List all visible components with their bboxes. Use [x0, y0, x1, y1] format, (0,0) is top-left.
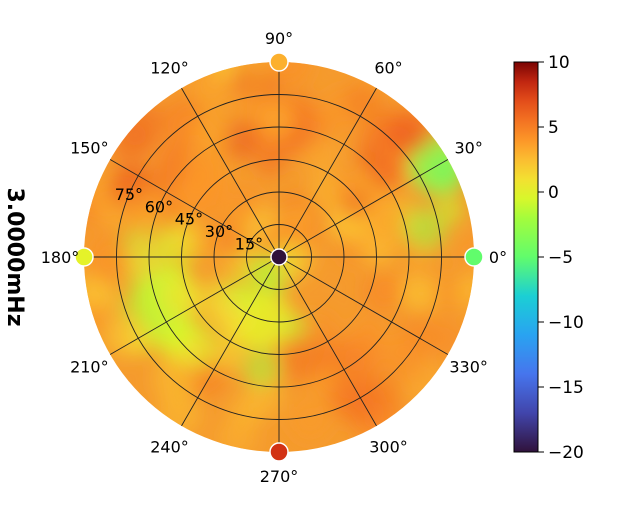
colorbar-tick-label: −15	[548, 378, 584, 398]
heatmap-cell	[243, 375, 284, 417]
theta-tick-label: 270°	[260, 467, 299, 486]
heatmap-cell	[344, 81, 385, 122]
heatmap-cell	[209, 62, 239, 80]
theta-tick-label: 180°	[41, 248, 80, 267]
theta-grid-line	[109, 256, 280, 355]
theta-grid-line	[278, 87, 377, 258]
theta-tick-label: 300°	[369, 438, 408, 457]
edge-marker	[269, 52, 289, 72]
theta-tick-label: 210°	[70, 358, 109, 377]
heatmap-cell	[362, 270, 404, 313]
radial-tick-label: 45°	[175, 210, 203, 229]
heatmap-cell	[208, 294, 248, 333]
heatmap-cell	[211, 335, 247, 371]
heatmap-cell	[180, 335, 211, 366]
colorbar-tick-label: 0	[548, 183, 559, 203]
heatmap-cell	[104, 314, 147, 358]
heatmap-cell	[343, 329, 388, 374]
edge-marker	[270, 248, 288, 266]
radial-tick-label: 75°	[115, 185, 143, 204]
heatmap-cell	[190, 71, 230, 110]
heatmap-cell	[279, 336, 326, 383]
heatmap-cell	[272, 238, 314, 280]
heatmap-cell	[265, 103, 297, 134]
heatmap-cell	[308, 172, 347, 211]
heatmap-cell	[113, 169, 144, 200]
theta-grid-line	[109, 159, 280, 258]
radial-tick-label: 60°	[145, 197, 173, 216]
colorbar-tick-label: −20	[548, 443, 584, 463]
heatmap-cell	[151, 357, 196, 402]
heatmap-cell	[429, 155, 460, 185]
heatmap-cell	[124, 237, 168, 281]
colorbar-tick-label: 10	[548, 53, 570, 73]
radial-tick-labels: 15°30°45°60°75°	[115, 185, 263, 254]
heatmap-field	[84, 62, 474, 452]
heatmap-cell	[242, 349, 281, 388]
heatmap-cell	[157, 276, 201, 320]
heatmap-cell	[269, 62, 312, 85]
edge-markers	[74, 52, 484, 462]
theta-tick-label: 240°	[150, 438, 189, 457]
polar-grid	[84, 62, 474, 452]
heatmap-cell	[288, 398, 332, 442]
theta-grid-line	[278, 256, 377, 427]
theta-grid-line	[278, 159, 449, 258]
heatmap-cell	[199, 164, 231, 196]
theta-tick-label: 120°	[150, 58, 189, 77]
side-label: 3.0000mHz	[2, 187, 27, 326]
edge-marker	[74, 247, 94, 267]
heatmap-cell	[460, 270, 474, 300]
heatmap-cell	[228, 186, 261, 219]
theta-tick-label: 0°	[489, 248, 507, 267]
colorbar-tick-label: −10	[548, 313, 584, 333]
heatmap-cell	[192, 111, 233, 152]
theta-tick-label: 330°	[449, 358, 488, 377]
colorbar-tick-label: −5	[548, 248, 573, 268]
theta-tick-label: 60°	[374, 58, 402, 77]
colorbar-gradient	[513, 61, 539, 453]
theta-tick-label: 90°	[265, 29, 293, 48]
theta-tick-label: 30°	[454, 139, 482, 158]
heatmap-cell	[371, 161, 401, 191]
radial-tick-label: 15°	[235, 235, 263, 254]
heatmap-cell	[240, 62, 277, 81]
edge-marker	[269, 442, 289, 462]
theta-grid-line	[278, 256, 449, 355]
colorbar-ticks: 10 5 0 −5 −10 −15 −20	[538, 53, 584, 463]
colorbar-tick-label: 5	[548, 118, 559, 138]
colorbar: 10 5 0 −5 −10 −15 −20	[513, 53, 584, 463]
polar-plot-area: 0° 30° 60° 90° 120° 150° 180° 210° 240° 270° 300° 3…	[41, 29, 507, 486]
heatmap-cell	[339, 189, 370, 220]
heatmap-cell	[215, 417, 257, 452]
theta-grid-line	[181, 87, 280, 258]
heatmap-cell	[109, 123, 152, 166]
heatmap-cell	[133, 216, 165, 248]
edge-marker	[464, 247, 484, 267]
theta-tick-label: 150°	[70, 139, 109, 158]
heatmap-cell	[164, 218, 199, 252]
heatmap-cell	[364, 402, 403, 441]
heatmap-cell	[434, 194, 465, 225]
radial-tick-label: 30°	[205, 222, 233, 241]
theta-grid-line	[181, 256, 280, 427]
heatmap-cell	[391, 110, 436, 155]
theta-tick-labels: 0° 30° 60° 90° 120° 150° 180° 210° 240° 270° 300° 3…	[41, 29, 507, 486]
